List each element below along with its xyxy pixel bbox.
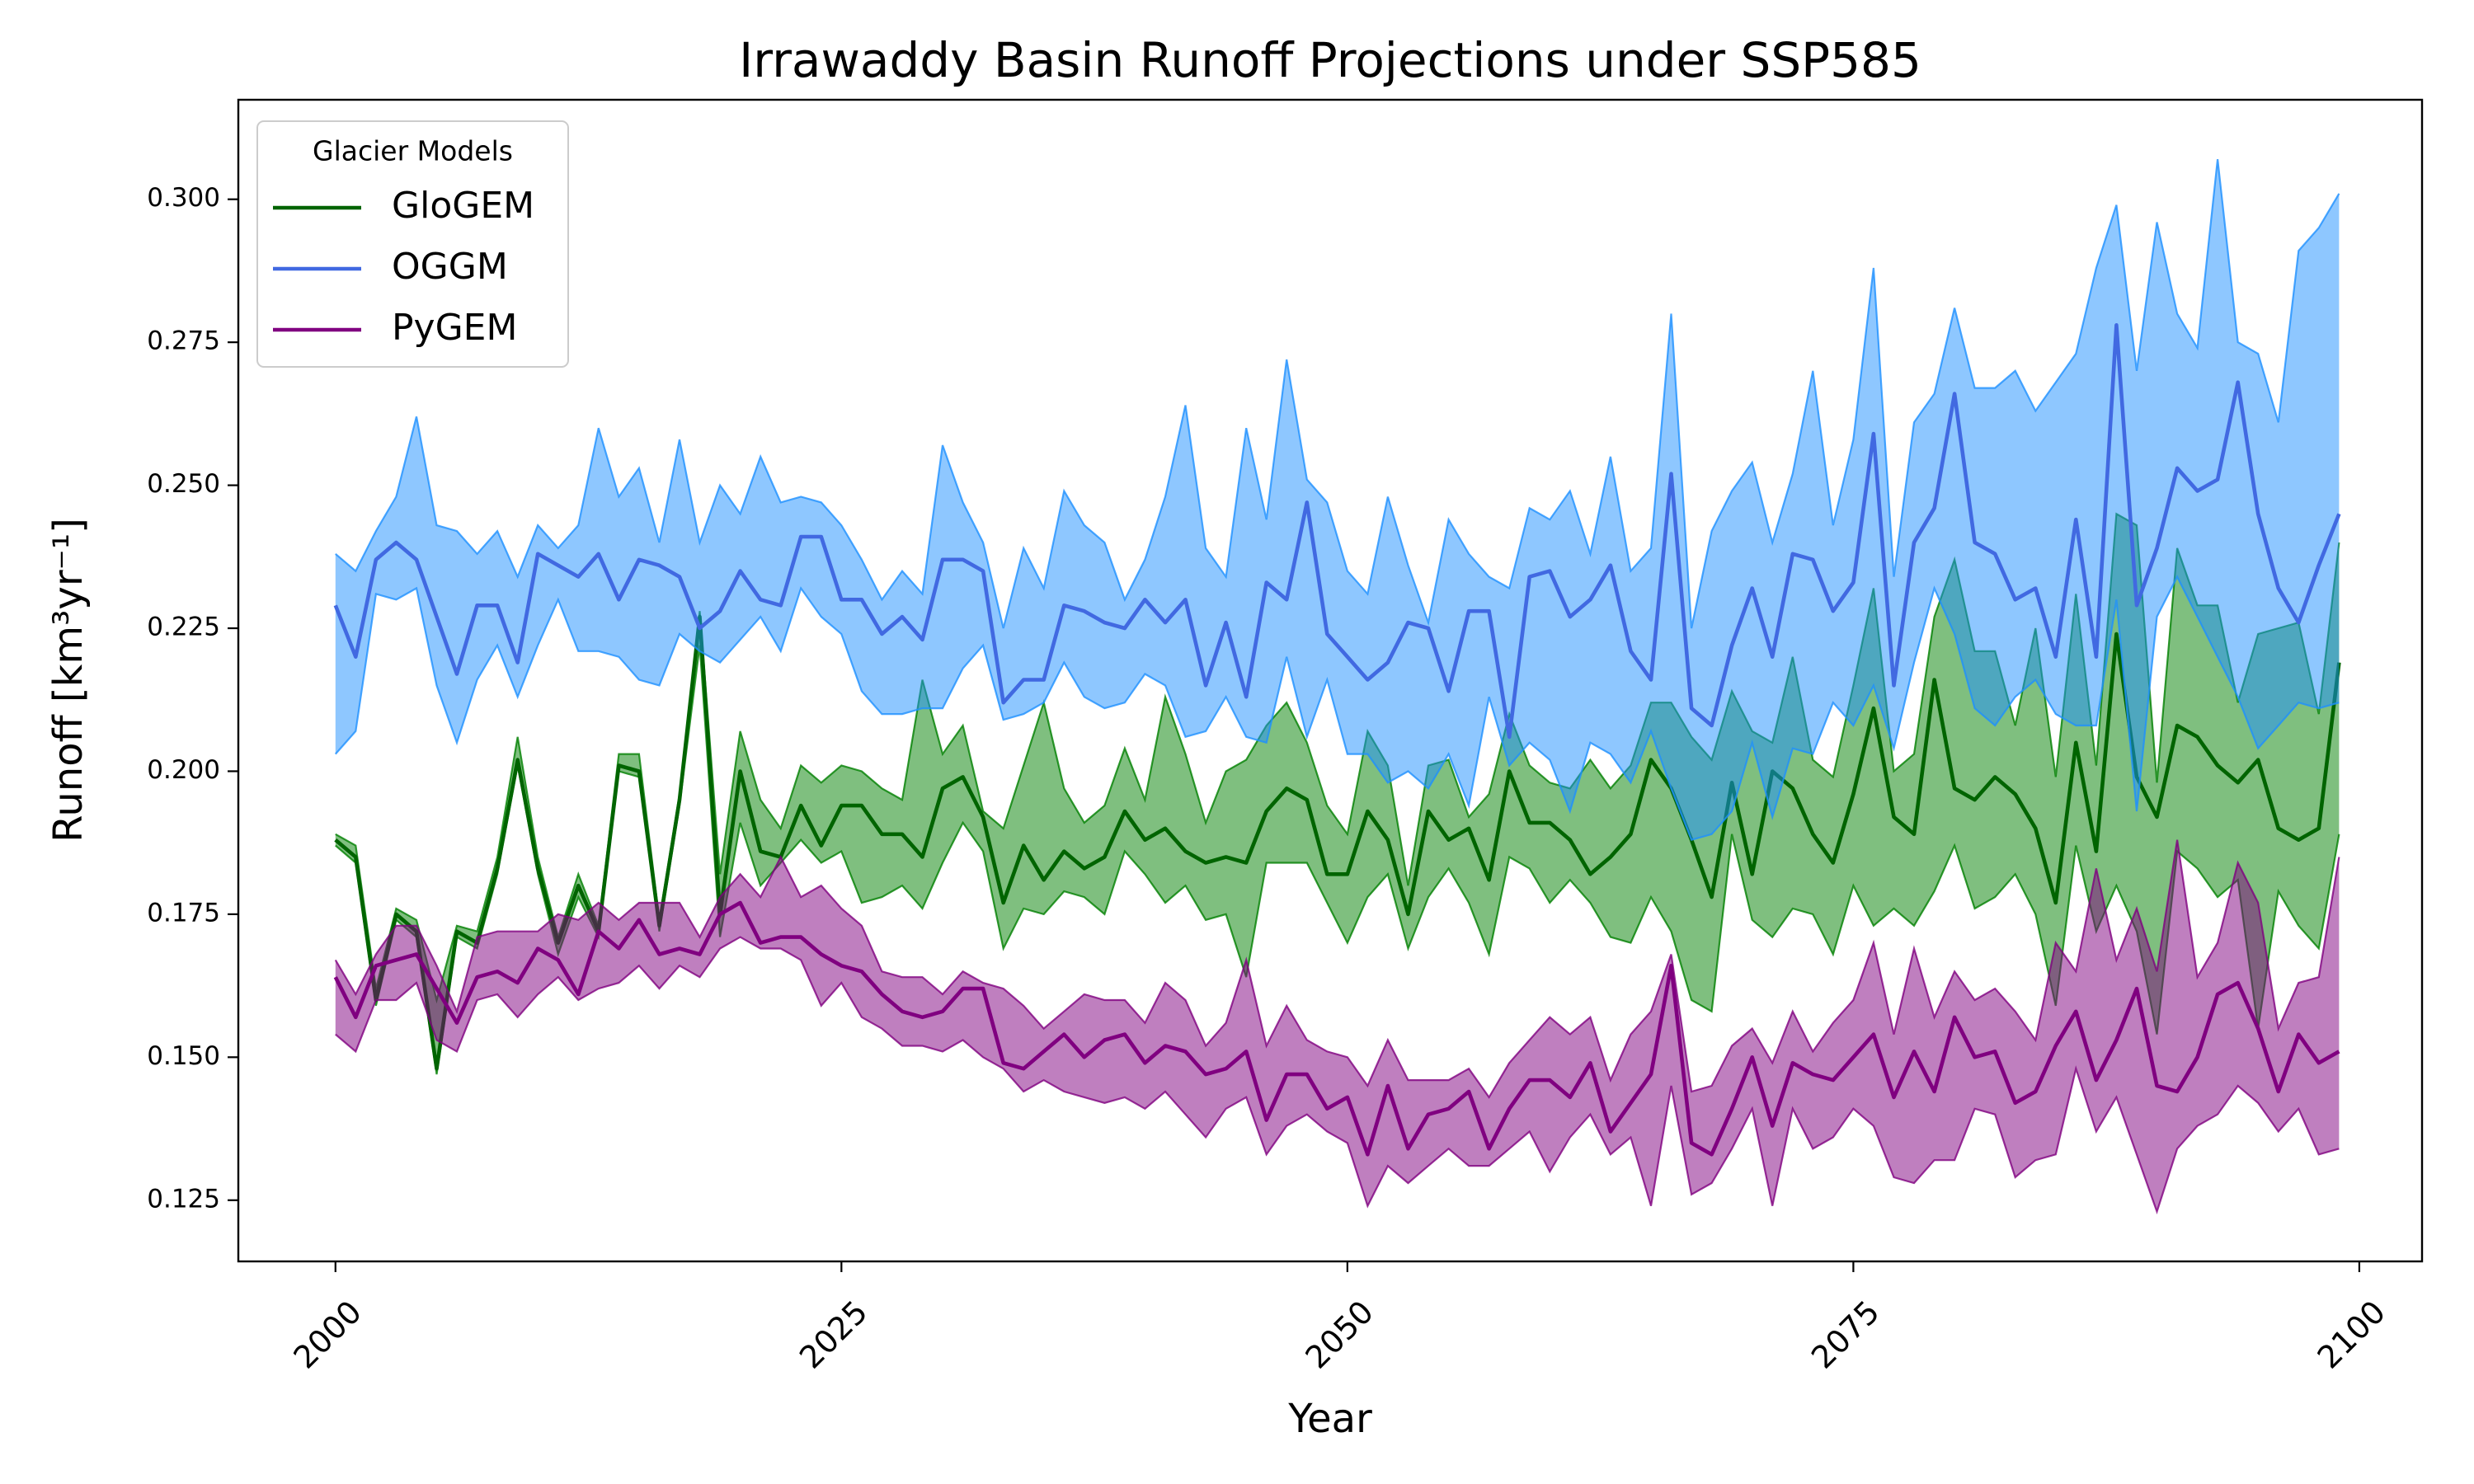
y-tick-label: 0.225 — [147, 613, 220, 642]
legend-box — [256, 120, 569, 368]
y-tick-label: 0.275 — [147, 326, 220, 356]
mean-line — [333, 323, 2341, 740]
chart-title: Irrawaddy Basin Runoff Projections under… — [739, 32, 1921, 88]
y-tick-label: 0.300 — [147, 183, 220, 213]
plot-frame — [237, 98, 2424, 1263]
band-fill — [335, 839, 2340, 1212]
mean-line — [333, 900, 2340, 1157]
y-tick-label: 0.150 — [147, 1041, 220, 1071]
band-fill — [335, 159, 2340, 840]
y-tick-label: 0.200 — [147, 755, 220, 785]
y-axis-label: Runoff [km³yr⁻¹] — [45, 518, 92, 843]
band-lower-edge — [334, 575, 2340, 842]
band-lower-edge — [335, 936, 2340, 1215]
y-tick-label: 0.175 — [147, 898, 220, 928]
legend-label: OGGM — [392, 246, 508, 288]
y-tick-label: 0.250 — [147, 469, 220, 499]
mean-line — [334, 614, 2341, 1071]
band-upper-edge — [335, 158, 2340, 629]
legend-title: Glacier Models — [313, 135, 513, 167]
band-upper-edge — [334, 839, 2340, 1099]
legend-label: PyGEM — [392, 307, 517, 349]
x-axis-label: Year — [1287, 1396, 1372, 1442]
legend-label: GloGEM — [392, 185, 534, 227]
legend: Glacier Models GloGEM OGGM PyGEM — [256, 120, 569, 368]
y-tick-label: 0.125 — [147, 1184, 220, 1214]
